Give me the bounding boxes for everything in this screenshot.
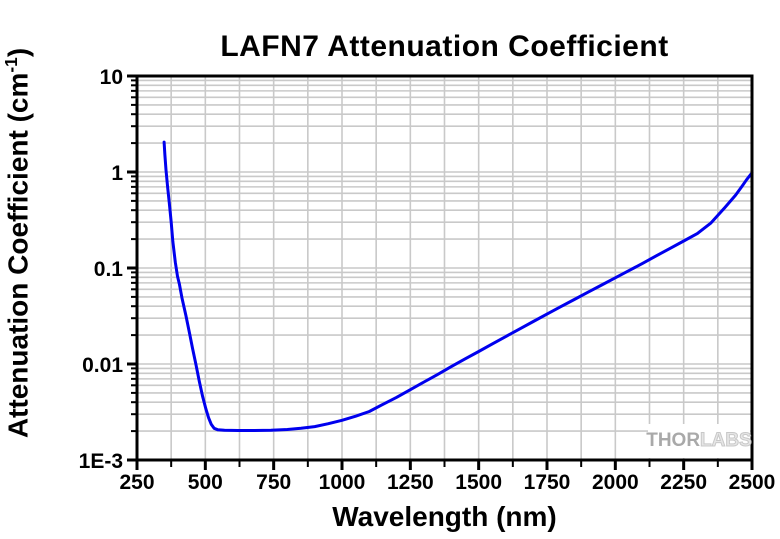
x-tick-label: 1000 [319,471,366,494]
thorlabs-watermark-thor: THOR [646,430,701,451]
axis-ticks [127,74,754,470]
x-tick-label: 750 [256,471,291,494]
x-tick-label: 1750 [524,471,571,494]
x-tick-label: 2500 [729,471,776,494]
chart-title: LAFN7 Attenuation Coefficient [220,30,669,63]
x-tick-label: 2000 [592,471,639,494]
y-tick-label: 0.01 [82,354,123,377]
x-tick-label: 1250 [387,471,434,494]
x-tick-label: 250 [119,471,154,494]
x-axis-label: Wavelength (nm) [332,501,557,532]
attenuation-curve [162,140,754,432]
y-tick-label: 1 [111,162,123,185]
thorlabs-watermark: THOR LABS [646,424,753,458]
gridlines [137,76,752,460]
x-tick-label: 2250 [660,471,707,494]
y-axis-label-text: Attenuation Coefficient (cm [2,72,34,439]
y-axis-label-close: ) [2,47,34,58]
x-tick-label: 1500 [455,471,502,494]
x-tick-label: 500 [188,471,223,494]
y-axis-label-superscript: -1 [1,57,21,73]
y-axis-label: Attenuation Coefficient (cm-1) [1,0,39,503]
y-tick-label: 10 [100,66,123,89]
plot-frame [135,74,754,462]
thorlabs-watermark-labs: LABS [700,430,753,452]
y-tick-label: 0.1 [94,258,124,281]
y-tick-label: 1E-3 [79,450,123,473]
